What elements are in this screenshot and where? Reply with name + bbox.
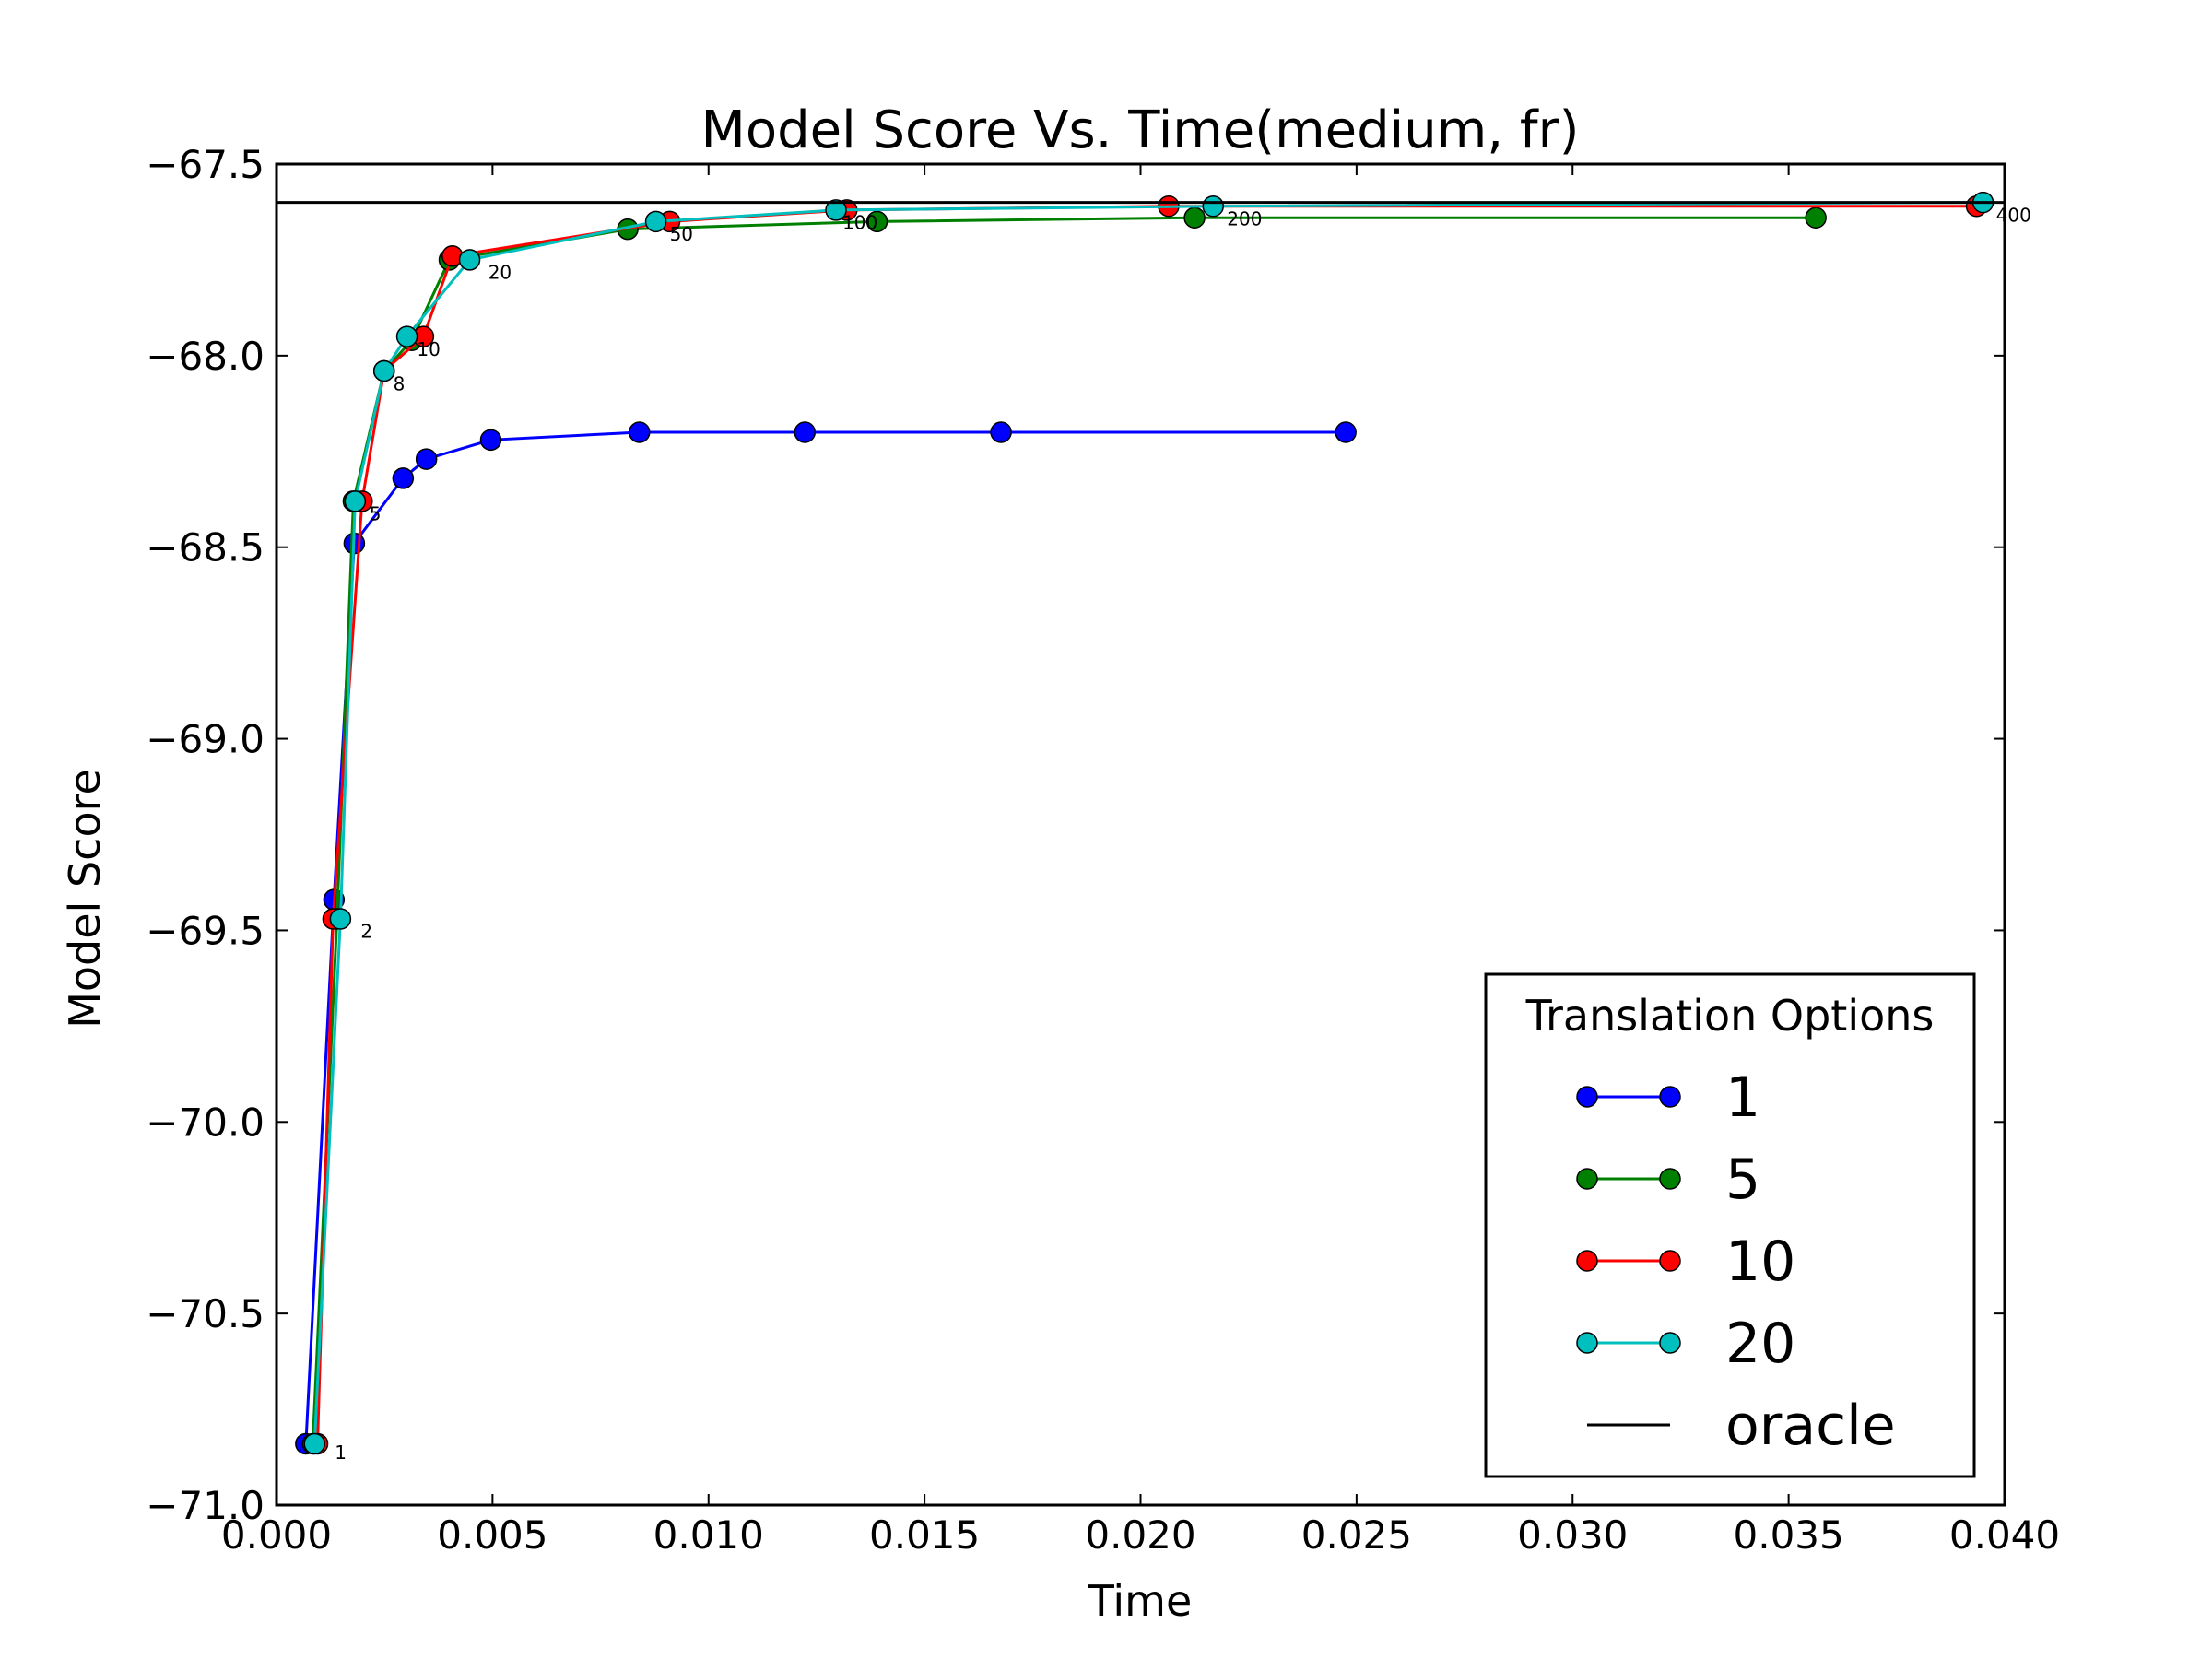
y-tick-label: −69.5 <box>146 908 265 953</box>
y-tick-label: −68.0 <box>146 334 265 379</box>
x-tick-label: 0.015 <box>869 1512 980 1558</box>
legend-label: oracle <box>1725 1394 1896 1458</box>
point-label: 20 <box>488 262 512 284</box>
x-axis-label: Time <box>1088 1576 1193 1626</box>
data-point-20 <box>825 199 847 221</box>
data-point-1 <box>990 421 1012 443</box>
x-tick-label: 0.030 <box>1517 1512 1628 1558</box>
chart-title: Model Score Vs. Time(medium, fr) <box>701 100 1580 160</box>
point-label: 2 <box>360 921 372 943</box>
x-tick-label: 0.010 <box>653 1512 764 1558</box>
point-label: 5 <box>370 503 382 525</box>
legend-item-10: 10 <box>1576 1230 1795 1294</box>
data-point-1 <box>392 467 415 489</box>
y-tick-label: −69.0 <box>146 717 265 762</box>
data-point-1 <box>1335 421 1357 443</box>
legend-marker <box>1659 1332 1681 1354</box>
data-point-20 <box>395 325 418 347</box>
data-point-5 <box>865 210 888 233</box>
data-point-5 <box>1183 206 1206 229</box>
point-label: 400 <box>1996 204 2031 226</box>
legend-marker <box>1659 1086 1681 1108</box>
x-tick-label: 0.000 <box>221 1512 332 1558</box>
y-tick-label: −68.5 <box>146 525 265 571</box>
x-tick-label: 0.035 <box>1734 1512 1844 1558</box>
legend-label: 20 <box>1725 1312 1795 1376</box>
y-tick-label: −67.5 <box>146 142 265 187</box>
data-point-20 <box>458 249 481 271</box>
point-label: 1 <box>335 1441 347 1464</box>
data-point-1 <box>415 448 438 470</box>
legend-marker <box>1576 1168 1598 1190</box>
legend-item-5: 5 <box>1576 1147 1760 1212</box>
series-line-20 <box>312 201 1983 1444</box>
y-tick-label: −71.0 <box>146 1483 265 1528</box>
x-axis: 0.000 0.005 0.010 0.015 0.020 0.025 0.030 0.035… <box>221 164 2060 1558</box>
data-point-1 <box>479 429 502 452</box>
point-label: 8 <box>394 372 406 394</box>
legend-marker <box>1659 1250 1681 1272</box>
legend-label: 1 <box>1725 1065 1760 1130</box>
data-point-1 <box>794 421 817 443</box>
data-point-20 <box>329 908 352 930</box>
data-point-5 <box>1805 206 1827 229</box>
legend-marker <box>1576 1332 1598 1354</box>
legend-items: 1 5 10 20 oracle <box>1576 1065 1896 1458</box>
data-point-1 <box>629 421 651 443</box>
legend-item-20: 20 <box>1576 1312 1795 1376</box>
point-label: 50 <box>670 223 693 245</box>
x-tick-label: 0.025 <box>1301 1512 1412 1558</box>
point-label: 100 <box>842 212 877 234</box>
legend-marker <box>1576 1086 1598 1108</box>
legend-label: 10 <box>1725 1230 1795 1294</box>
data-point-20 <box>644 210 667 233</box>
y-tick-label: −70.5 <box>146 1291 265 1336</box>
point-label: 200 <box>1227 208 1262 230</box>
data-point-20 <box>1202 194 1224 218</box>
legend-title: Translation Options <box>1525 991 1935 1041</box>
plot-area <box>276 191 2005 1455</box>
data-point-20 <box>372 359 395 382</box>
legend-label: 5 <box>1725 1147 1760 1212</box>
legend: Translation Options 1 5 10 20 oracle <box>1484 972 1976 1478</box>
y-tick-label: −70.0 <box>146 1100 265 1145</box>
y-axis: −67.5 −68.0 −68.5 −69.0 −69.5 −70.0 −70.5 −71.0 <box>146 142 2005 1528</box>
legend-item-1: 1 <box>1576 1065 1760 1130</box>
series-20 <box>303 191 1994 1455</box>
legend-marker <box>1659 1168 1681 1190</box>
y-axis-label: Model Score <box>60 769 110 1029</box>
x-tick-label: 0.020 <box>1085 1512 1195 1558</box>
x-tick-label: 0.040 <box>1949 1512 2060 1558</box>
legend-item-oracle: oracle <box>1587 1394 1896 1458</box>
x-tick-label: 0.005 <box>437 1512 547 1558</box>
legend-box <box>1484 972 1976 1478</box>
point-annotations: 1 2 5 8 10 20 50 100 200 400 <box>335 204 2031 1464</box>
legend-marker <box>1576 1250 1598 1272</box>
series-line-5 <box>311 216 1817 1444</box>
data-point-20 <box>303 1432 325 1455</box>
data-point-20 <box>344 490 367 512</box>
point-label: 10 <box>417 338 440 360</box>
